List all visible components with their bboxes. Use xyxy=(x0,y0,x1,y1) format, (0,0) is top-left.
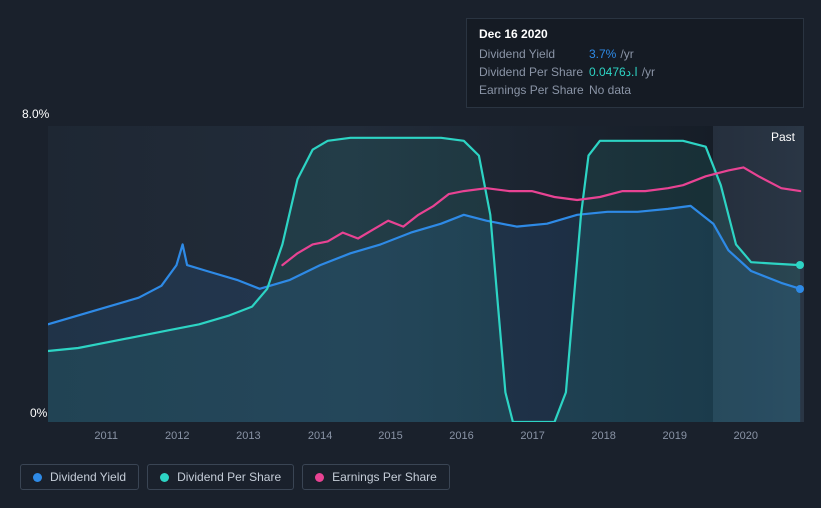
y-axis-min-label: 0% xyxy=(30,406,47,420)
x-axis-tick: 2014 xyxy=(308,430,332,442)
x-axis-tick: 2016 xyxy=(449,430,473,442)
y-axis-max-label: 8.0% xyxy=(22,107,49,121)
x-axis-tick: 2020 xyxy=(734,430,758,442)
tooltip-row: Earnings Per ShareNo data xyxy=(479,81,791,99)
chart-tooltip: Dec 16 2020 Dividend Yield3.7% /yrDivide… xyxy=(466,18,804,108)
legend-dot-icon xyxy=(33,473,42,482)
x-axis-tick: 2013 xyxy=(236,430,260,442)
x-axis-tick: 2011 xyxy=(94,430,118,442)
tooltip-row-label: Dividend Per Share xyxy=(479,63,589,81)
tooltip-row-value: No data xyxy=(589,81,631,99)
x-axis-tick: 2012 xyxy=(165,430,189,442)
x-axis-tick: 2017 xyxy=(520,430,544,442)
x-axis: 2011 2012 2013 2014 2015 2016 2017 2018 2019 2020 xyxy=(48,430,804,446)
legend-item-label: Dividend Per Share xyxy=(177,470,281,484)
past-label: Past xyxy=(771,130,795,144)
x-axis-tick: 2018 xyxy=(591,430,615,442)
legend-item-label: Dividend Yield xyxy=(50,470,126,484)
series-fill-dividend_per_share xyxy=(48,138,800,422)
chart-svg xyxy=(48,126,804,422)
tooltip-date: Dec 16 2020 xyxy=(479,27,791,41)
x-axis-tick: 2015 xyxy=(378,430,402,442)
tooltip-row-label: Dividend Yield xyxy=(479,45,589,63)
tooltip-row: Dividend Yield3.7% /yr xyxy=(479,45,791,63)
tooltip-row-label: Earnings Per Share xyxy=(479,81,589,99)
series-end-dot-dividend_per_share xyxy=(796,261,804,269)
legend-item-label: Earnings Per Share xyxy=(332,470,437,484)
legend: Dividend Yield Dividend Per Share Earnings… xyxy=(20,464,450,490)
legend-dot-icon xyxy=(315,473,324,482)
legend-item[interactable]: Dividend Yield xyxy=(20,464,139,490)
tooltip-row-value: 0.0476ا.د /yr xyxy=(589,63,655,81)
legend-item[interactable]: Dividend Per Share xyxy=(147,464,294,490)
tooltip-row: Dividend Per Share0.0476ا.د /yr xyxy=(479,63,791,81)
legend-dot-icon xyxy=(160,473,169,482)
chart-plot-area xyxy=(48,126,804,422)
legend-item[interactable]: Earnings Per Share xyxy=(302,464,450,490)
x-axis-tick: 2019 xyxy=(662,430,686,442)
tooltip-row-value: 3.7% /yr xyxy=(589,45,634,63)
series-end-dot-dividend_yield xyxy=(796,285,804,293)
